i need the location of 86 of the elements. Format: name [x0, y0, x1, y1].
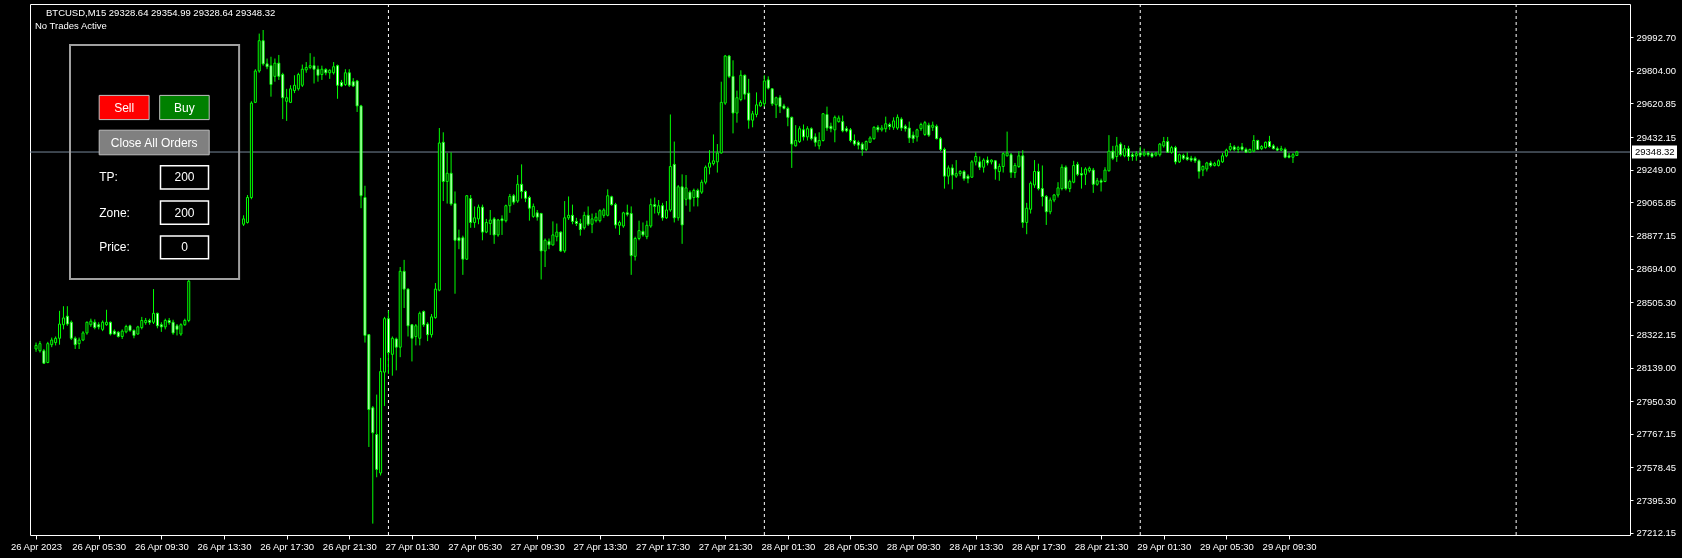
candlestick	[312, 56, 316, 84]
y-tick-label: 28505.30	[1636, 296, 1677, 308]
y-tick-label: 29804.00	[1636, 65, 1677, 77]
x-tick-label: 28 Apr 13:30	[949, 540, 1004, 552]
annotation: TP:	[99, 170, 118, 185]
y-tick-label: 29992.70	[1636, 31, 1677, 43]
x-tick-label: 28 Apr 05:30	[824, 540, 878, 552]
candlestick	[308, 52, 312, 70]
x-tick-label: 26 Apr 21:30	[322, 540, 377, 552]
x-tick-label: 29 Apr 09:30	[1262, 540, 1317, 552]
candlestick	[993, 159, 997, 181]
x-tick-label: 26 Apr 13:30	[197, 540, 252, 552]
candlestick	[833, 115, 837, 143]
candlestick	[527, 195, 531, 222]
candlestick	[1291, 152, 1295, 164]
candlestick	[570, 204, 574, 225]
x-tick-label: 27 Apr 09:30	[510, 540, 565, 552]
candlestick	[711, 133, 715, 166]
x-tick-label: 29 Apr 05:30	[1199, 540, 1254, 552]
candlestick	[152, 288, 156, 325]
candlestick	[907, 121, 911, 144]
candlestick	[551, 220, 555, 247]
x-tick-label: 27 Apr 01:30	[385, 540, 440, 552]
x-tick-label: 28 Apr 09:30	[886, 540, 941, 552]
ref-line-label: 29348.32	[1635, 146, 1675, 158]
candlestick	[58, 310, 62, 346]
candlestick	[1146, 150, 1150, 158]
candlestick	[688, 189, 692, 213]
candlestick	[488, 209, 492, 236]
x-tick-label: 29 Apr 01:30	[1137, 540, 1192, 552]
candlestick	[911, 131, 915, 144]
y-tick-label: 28139.00	[1636, 362, 1677, 373]
y-tick-label: 27950.30	[1636, 395, 1677, 407]
x-tick-label: 27 Apr 05:30	[448, 540, 503, 552]
y-tick-label: 28322.15	[1636, 329, 1677, 341]
y-tick-label: 29065.85	[1636, 196, 1677, 208]
x-tick-label: 27 Apr 21:30	[698, 540, 753, 552]
annotation: 200	[174, 170, 195, 185]
annotation: Price:	[99, 240, 130, 255]
candlestick	[1091, 167, 1095, 194]
candlestick	[1240, 142, 1244, 152]
y-tick-label: 29249.00	[1636, 164, 1677, 176]
y-tick-label: 27212.15	[1636, 527, 1677, 539]
x-tick-label: 26 Apr 09:30	[134, 540, 189, 552]
candlestick	[1115, 136, 1119, 163]
annotation: 0	[181, 240, 189, 255]
candlestick	[492, 216, 496, 245]
candlestick	[69, 319, 73, 341]
y-tick-label: 29620.85	[1636, 97, 1677, 109]
y-tick-label: 27767.15	[1636, 428, 1677, 440]
chart-title: BTCUSD,M15 29328.64 29354.99 29328.64 29348.32	[46, 6, 276, 18]
x-tick-label: 28 Apr 01:30	[761, 540, 816, 552]
y-tick-label: 28877.15	[1636, 230, 1677, 242]
annotation: Close All Orders	[110, 135, 198, 150]
text: No Trades Active	[35, 19, 107, 31]
candlestick	[606, 188, 610, 217]
y-tick-label: 28694.00	[1636, 263, 1677, 275]
candlestick	[269, 56, 273, 98]
x-tick-label: 28 Apr 21:30	[1074, 540, 1129, 552]
candlestick	[300, 64, 304, 88]
x-tick-label: 26 Apr 17:30	[260, 540, 315, 552]
y-tick-label: 29432.15	[1636, 131, 1677, 143]
x-tick-label: 26 Apr 05:30	[72, 540, 127, 552]
candlestick	[1236, 145, 1240, 154]
annotation: 200	[174, 205, 195, 220]
y-tick-label: 27578.45	[1636, 461, 1677, 473]
annotation: Zone:	[99, 205, 130, 220]
x-tick-label: 27 Apr 13:30	[573, 540, 628, 552]
candlestick	[516, 174, 520, 204]
candlestick	[520, 163, 524, 200]
annotation: Sell	[114, 100, 135, 115]
y-tick-label: 27395.30	[1636, 494, 1677, 506]
x-tick-label: 28 Apr 17:30	[1012, 540, 1066, 552]
annotation: Buy	[174, 100, 195, 115]
candlestick	[175, 323, 179, 336]
candlestick	[1197, 158, 1201, 180]
candlestick	[1201, 164, 1205, 177]
candlestick	[950, 163, 954, 190]
candlestick	[320, 65, 324, 81]
x-tick-label: 27 Apr 17:30	[636, 540, 690, 552]
candlestick	[1064, 164, 1068, 191]
candlestick	[762, 74, 766, 108]
x-tick-label: 26 Apr 2023	[10, 540, 63, 552]
candlestick	[547, 238, 551, 250]
candlestick	[641, 221, 645, 238]
candlestick	[590, 213, 594, 234]
